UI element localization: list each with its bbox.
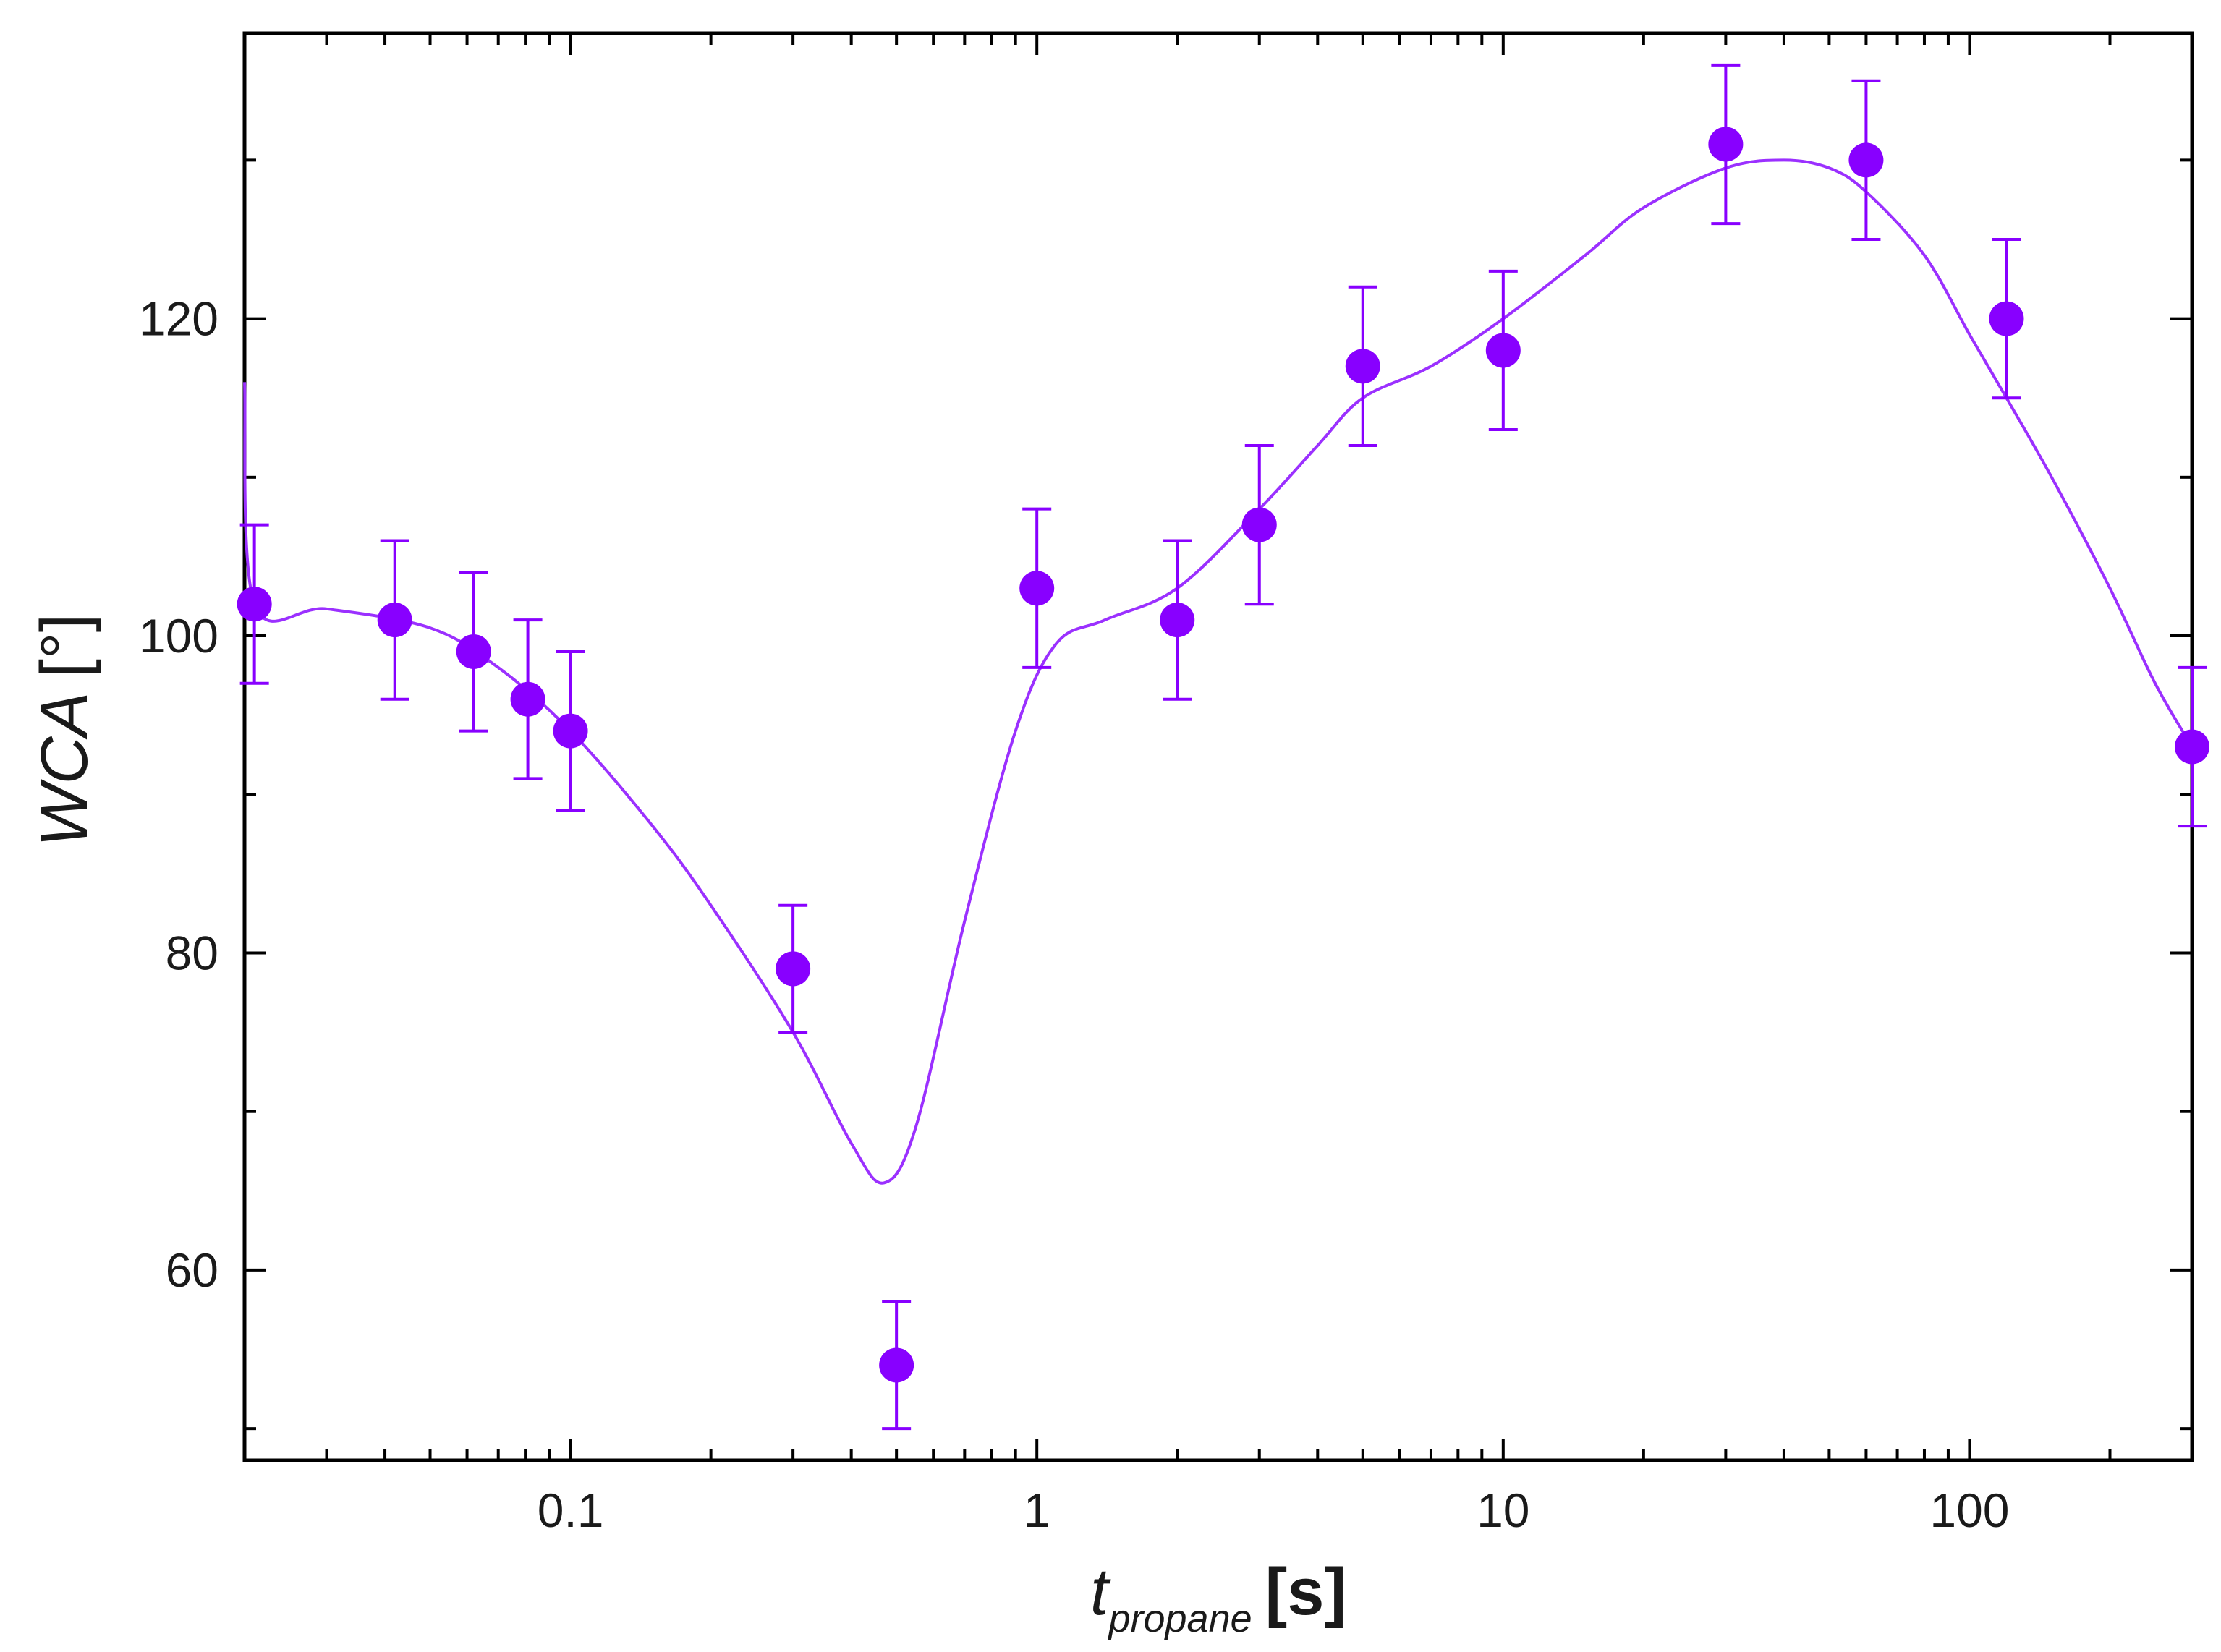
data-point (1345, 349, 1380, 384)
y-tick-label: 60 (166, 1243, 218, 1297)
x-tick-label: 100 (1929, 1483, 2009, 1537)
x-tick-label: 1 (1024, 1483, 1050, 1537)
plot-frame (242, 31, 2194, 1462)
fit-curve (243, 158, 2194, 1185)
data-point (553, 713, 588, 749)
data-point (1241, 507, 1277, 542)
y-tick-label: 120 (139, 292, 218, 346)
y-tick-label: 100 (139, 609, 218, 663)
data-point (377, 603, 412, 638)
data-points (237, 127, 2209, 1383)
x-axis-ticks (243, 33, 2194, 1460)
data-point (1989, 301, 2024, 336)
data-point (1160, 603, 1195, 638)
x-tick-label: 10 (1477, 1483, 1529, 1537)
y-axis-tick-labels: 60 80 100 120 (139, 292, 218, 1297)
data-point (237, 587, 272, 622)
x-tick-label: 0.1 (538, 1483, 604, 1537)
data-point (510, 681, 545, 717)
y-axis-ticks (245, 158, 2192, 1431)
data-point (1708, 127, 1744, 162)
data-point (879, 1347, 914, 1383)
y-axis-title: WCA[°] (27, 614, 101, 848)
error-bars (239, 63, 2207, 1431)
x-axis-title: tpropane [s] (1090, 1555, 1346, 1640)
data-point (1848, 142, 1884, 178)
data-point (456, 634, 491, 669)
x-axis-tick-labels: 0.1 1 10 100 (538, 1483, 2010, 1537)
y-tick-label: 80 (166, 926, 218, 979)
data-point (1485, 333, 1521, 368)
data-point (1019, 571, 1055, 606)
data-point (2175, 729, 2209, 765)
data-point (776, 951, 811, 987)
